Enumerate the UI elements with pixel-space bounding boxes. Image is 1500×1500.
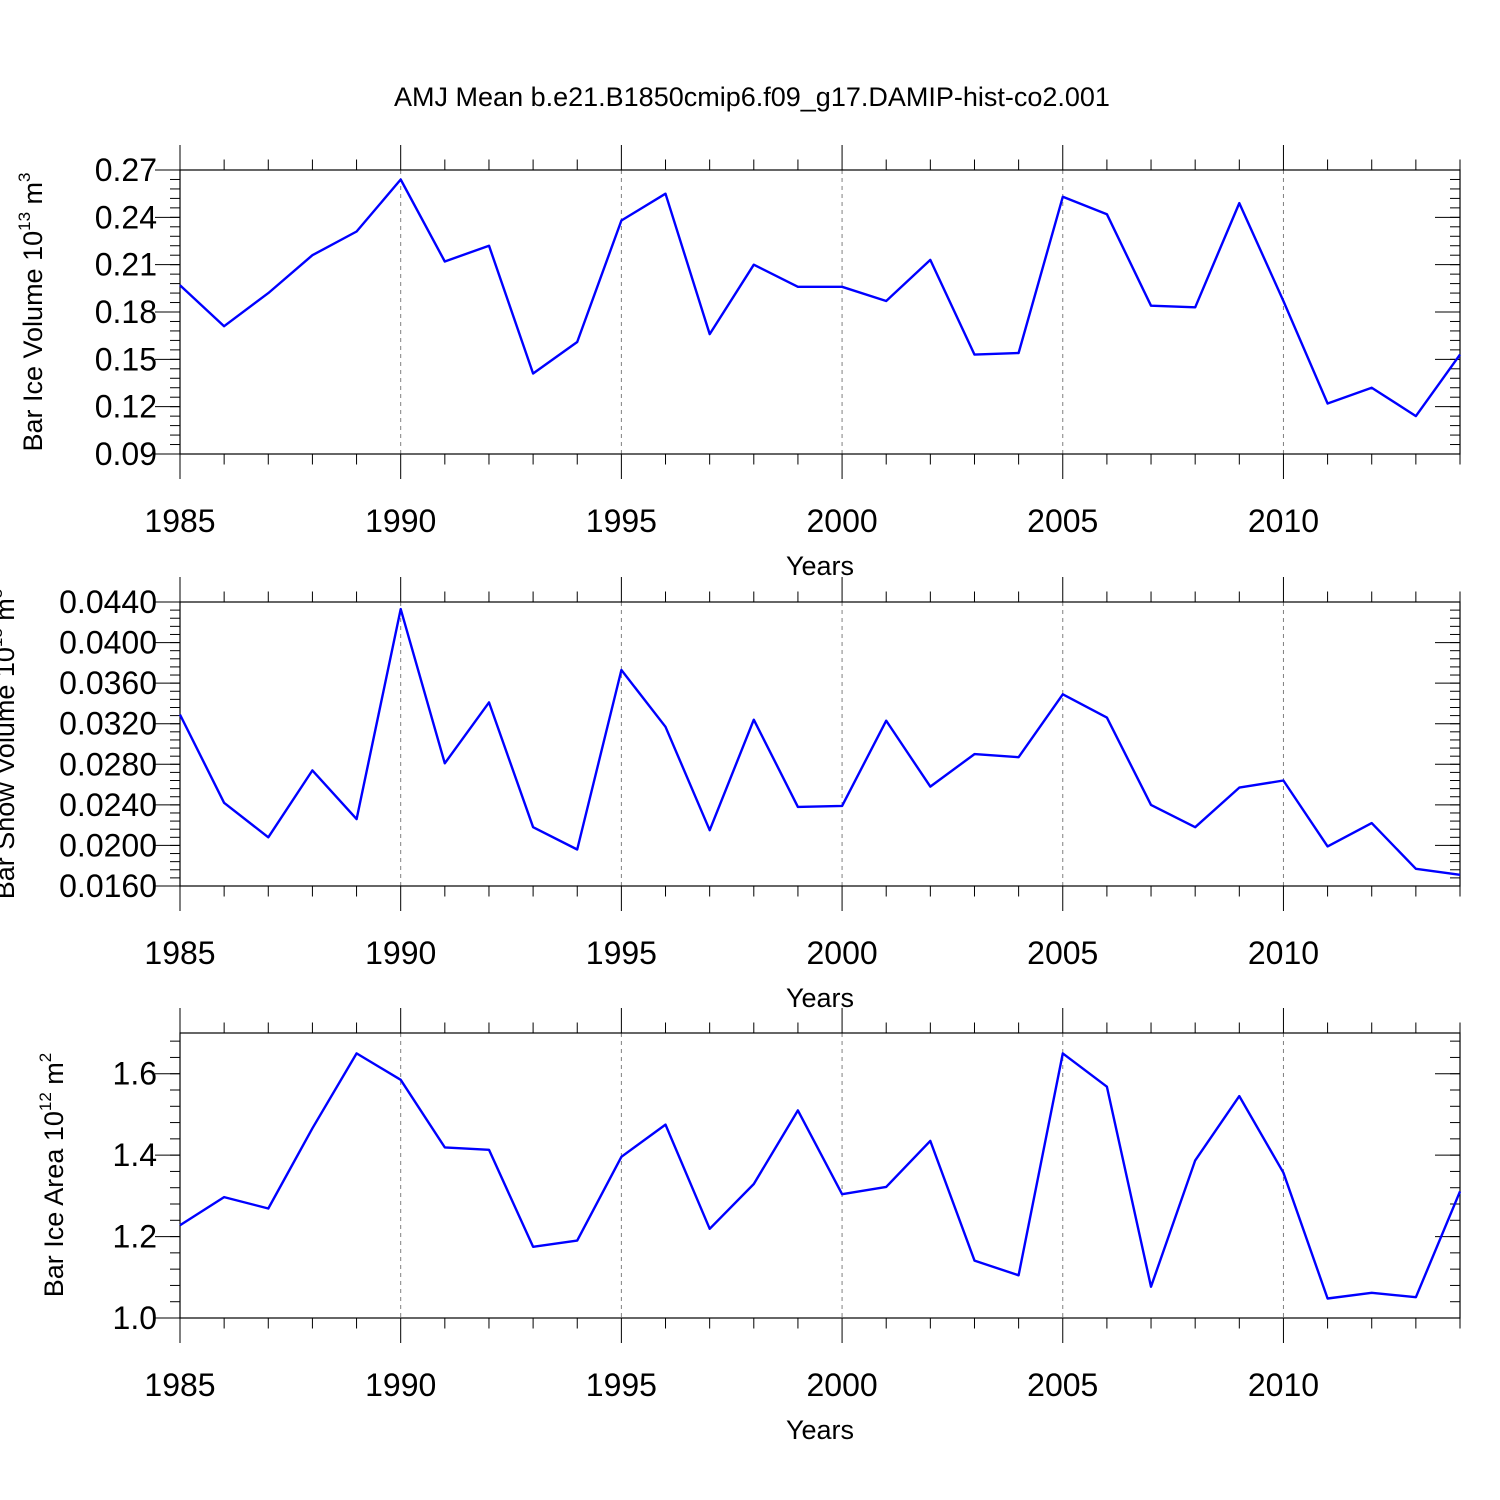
figure-title: AMJ Mean b.e21.B1850cmip6.f09_g17.DAMIP-…: [394, 82, 1110, 112]
y-axis-title-superscript: 3: [0, 589, 6, 598]
y-tick-label: 0.24: [95, 199, 157, 235]
x-tick-label-2005: 2005: [1027, 935, 1098, 971]
x-tick-label-2010: 2010: [1248, 503, 1319, 539]
series-line-2-0: [178, 607, 1461, 876]
x-tick-label-1995: 1995: [586, 1367, 657, 1403]
x-tick-label-2000: 2000: [806, 1367, 877, 1403]
y-tick-label: 0.0160: [59, 868, 157, 904]
x-tick-label-1985: 1985: [144, 503, 215, 539]
x-axis-title: Years: [786, 551, 854, 581]
y-axis-title-superscript: 13: [0, 628, 6, 647]
y-axis-title-part: m: [18, 182, 48, 212]
y-tick-label: 0.18: [95, 294, 157, 330]
series-line-3-0: [179, 1052, 1462, 1300]
series-line-1-0: [179, 178, 1461, 418]
x-tick-label-1990: 1990: [365, 503, 436, 539]
y-tick-label: 1.2: [113, 1219, 157, 1255]
x-tick-label-1995: 1995: [586, 935, 657, 971]
x-tick-label-2010: 2010: [1248, 935, 1319, 971]
y-tick-label: 0.0360: [59, 665, 157, 701]
x-tick-label-2005: 2005: [1027, 503, 1098, 539]
y-axis-title: Bar Ice Area 1012 m2: [36, 1053, 69, 1298]
y-axis-title-superscript: 2: [36, 1053, 55, 1062]
y-axis-title-part: m: [0, 598, 20, 628]
x-tick-label-1990: 1990: [365, 1367, 436, 1403]
x-tick-label-2010: 2010: [1248, 1367, 1319, 1403]
y-axis-title-part: Bar Ice Volume 10: [18, 231, 48, 452]
x-tick-label-2005: 2005: [1027, 1367, 1098, 1403]
y-axis-title-part: Bar Ice Area 10: [39, 1111, 69, 1297]
y-axis-title-part: m: [39, 1062, 69, 1092]
x-axis-title: Years: [786, 983, 854, 1013]
y-axis-title-superscript: 13: [15, 212, 34, 231]
y-tick-label: 0.0320: [59, 706, 157, 742]
y-axis-title: Bar Snow Volume 1013 m3: [0, 589, 20, 900]
y-tick-label: 1.4: [113, 1137, 157, 1173]
y-tick-label: 1.6: [113, 1056, 157, 1092]
panel-3: 1985 1990 1995 2000 2005 2010 Years 1.0 1.2 1.4 1.…: [36, 1008, 1462, 1445]
panel-2: 1985 1990 1995 2000 2005 2010 Years 0.0160 0.020…: [0, 577, 1461, 1013]
y-tick-label: 0.0280: [59, 746, 157, 782]
y-tick-label: 0.27: [95, 152, 157, 188]
x-tick-label-1985: 1985: [144, 935, 215, 971]
x-tick-label-1995: 1995: [586, 503, 657, 539]
y-axis-title-superscript: 12: [36, 1092, 55, 1111]
y-axis-title-part: Bar Snow Volume 10: [0, 647, 20, 899]
x-tick-label-1985: 1985: [144, 1367, 215, 1403]
y-tick-label: 1.0: [113, 1300, 157, 1336]
y-tick-label: 0.21: [95, 247, 157, 283]
plot-frame: [179, 1032, 1461, 1319]
x-axis-title: Years: [786, 1415, 854, 1445]
x-tick-label-1990: 1990: [365, 935, 436, 971]
x-tick-label-2000: 2000: [806, 935, 877, 971]
y-tick-label: 0.0240: [59, 787, 157, 823]
y-tick-label: 0.12: [95, 389, 157, 425]
y-tick-label: 0.0400: [59, 625, 157, 661]
y-tick-label: 0.09: [95, 436, 157, 472]
x-tick-label-2000: 2000: [806, 503, 877, 539]
panel-1: 1985 1990 1995 2000 2005 2010 Years 0.09 0.12 0.1…: [15, 145, 1461, 581]
y-tick-label: 0.0440: [59, 584, 157, 620]
y-axis-title: Bar Ice Volume 1013 m3: [15, 172, 48, 451]
y-tick-label: 0.0200: [59, 827, 157, 863]
y-axis-title-superscript: 3: [15, 172, 34, 181]
plot-frame: [179, 601, 1461, 887]
panels: 1985 1990 1995 2000 2005 2010 Years 0.09 0.12 0.1…: [0, 145, 1462, 1445]
y-tick-label: 0.15: [95, 341, 157, 377]
